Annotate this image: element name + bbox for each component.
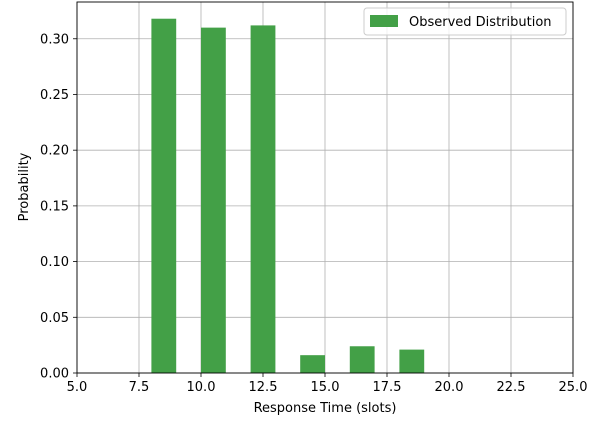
x-tick-label: 22.5 bbox=[497, 380, 526, 395]
bars bbox=[151, 18, 425, 374]
x-tick-label: 20.0 bbox=[435, 380, 464, 395]
x-tick-label: 5.0 bbox=[67, 380, 88, 395]
bar bbox=[201, 27, 226, 373]
y-tick-label: 0.00 bbox=[40, 367, 69, 382]
y-tick-label: 0.10 bbox=[40, 255, 69, 270]
legend-swatch bbox=[370, 15, 398, 27]
y-tick-label: 0.25 bbox=[40, 88, 69, 103]
y-axis-label: Probability bbox=[17, 152, 32, 221]
x-ticks: 5.0 7.5 10.0 12.5 15.0 17.5 20.0 22.5 25.0 bbox=[67, 373, 588, 395]
x-tick-label: 25.0 bbox=[559, 380, 588, 395]
y-tick-label: 0.30 bbox=[40, 32, 69, 47]
bar bbox=[250, 25, 276, 374]
x-tick-label: 10.0 bbox=[187, 380, 216, 395]
bar bbox=[151, 18, 177, 374]
y-tick-label: 0.20 bbox=[40, 144, 69, 159]
x-tick-label: 15.0 bbox=[311, 380, 340, 395]
x-axis-label: Response Time (slots) bbox=[254, 401, 397, 416]
x-tick-label: 12.5 bbox=[249, 380, 278, 395]
legend-entry-label: Observed Distribution bbox=[409, 15, 552, 30]
x-tick-label: 17.5 bbox=[373, 380, 402, 395]
y-tick-label: 0.05 bbox=[40, 311, 69, 326]
legend: Observed Distribution bbox=[363, 7, 567, 36]
y-ticks: 0.00 0.05 0.10 0.15 0.20 0.25 0.30 bbox=[40, 32, 77, 382]
y-tick-label: 0.15 bbox=[40, 199, 69, 214]
bar bbox=[300, 355, 325, 373]
x-tick-label: 7.5 bbox=[129, 380, 150, 395]
legend-frame bbox=[363, 7, 567, 36]
bar bbox=[349, 346, 375, 373]
bar bbox=[399, 349, 425, 373]
